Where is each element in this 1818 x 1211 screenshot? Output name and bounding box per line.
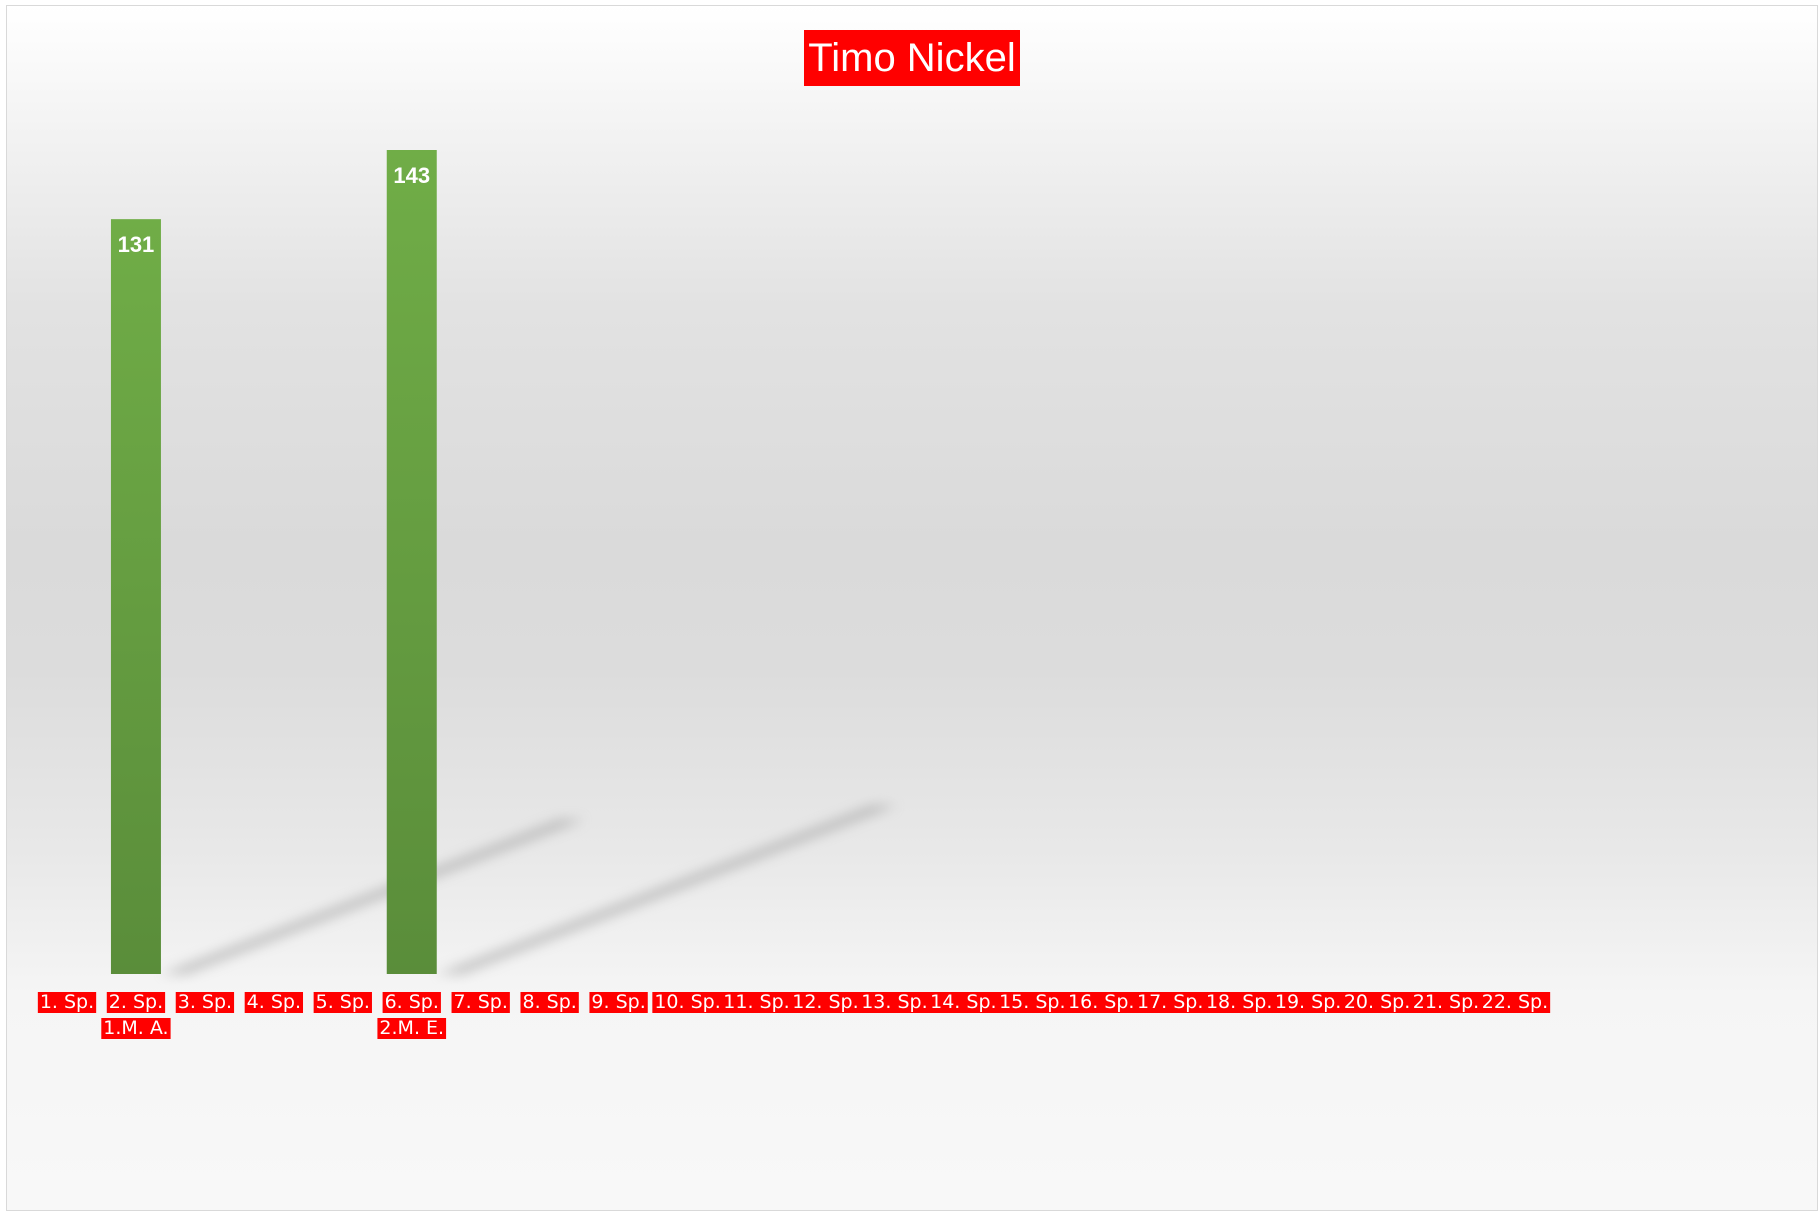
x-axis-ticks: 1. Sp. 2. Sp. 1.M. A. 3. Sp. 4. Sp. 5. Sp. 6. …	[37, 991, 1551, 1039]
bars-group: 131 143	[110, 150, 437, 974]
svg-text:8. Sp.: 8. Sp.	[522, 991, 576, 1013]
x-tick-label: 5. Sp.	[313, 991, 372, 1013]
svg-text:11. Sp.: 11. Sp.	[723, 991, 789, 1013]
svg-text:18. Sp.: 18. Sp.	[1206, 991, 1272, 1013]
svg-text:20. Sp.: 20. Sp.	[1344, 991, 1410, 1013]
svg-text:15. Sp.: 15. Sp.	[999, 991, 1065, 1013]
svg-text:3. Sp.: 3. Sp.	[178, 991, 232, 1013]
svg-text:2. Sp.: 2. Sp.	[109, 991, 163, 1013]
x-tick-label: 4. Sp.	[244, 991, 304, 1013]
x-tick-label: 13. Sp.	[859, 991, 930, 1013]
svg-text:12. Sp.: 12. Sp.	[792, 991, 858, 1013]
svg-text:7. Sp.: 7. Sp.	[454, 991, 508, 1013]
x-tick-label: 18. Sp.	[1203, 991, 1275, 1013]
svg-text:16. Sp.: 16. Sp.	[1068, 991, 1134, 1013]
svg-text:4. Sp.: 4. Sp.	[247, 991, 301, 1013]
svg-text:9. Sp.: 9. Sp.	[591, 991, 645, 1013]
bar-value-label: 143	[393, 163, 430, 188]
svg-text:19. Sp.: 19. Sp.	[1275, 991, 1341, 1013]
bar-value-label: 131	[118, 232, 155, 257]
x-tick-label: 20. Sp.	[1341, 991, 1413, 1013]
x-tick-label: 2. Sp.	[106, 991, 166, 1013]
x-tick-label: 12. Sp.	[790, 991, 861, 1013]
chart-title: Timo Nickel	[804, 30, 1020, 86]
svg-text:2.M. E.: 2.M. E.	[379, 1017, 444, 1039]
svg-text:14. Sp.: 14. Sp.	[930, 991, 996, 1013]
x-tick-label: 11. Sp.	[721, 991, 792, 1013]
bar-chart-plot: 131 143 1. Sp. 2. Sp. 1.M. A. 3. Sp. 4. Sp. 5.…	[37, 150, 1551, 1039]
x-tick-label: 15. Sp.	[997, 991, 1068, 1013]
x-tick-label: 8. Sp.	[520, 991, 579, 1013]
svg-text:5. Sp.: 5. Sp.	[316, 991, 370, 1013]
bar	[386, 150, 437, 974]
svg-text:17. Sp.: 17. Sp.	[1137, 991, 1203, 1013]
x-tick-label: 10. Sp.	[652, 991, 723, 1013]
bar-shadows	[160, 805, 897, 974]
svg-text:21. Sp.: 21. Sp.	[1413, 991, 1479, 1013]
bar-shadow	[160, 819, 585, 974]
chart-frame: Timo Nickel 131 143 1. Sp. 2. Sp. 1.M. A. 3.…	[6, 5, 1818, 1211]
x-tick-label: 6. Sp.	[382, 991, 441, 1013]
x-tick-label: 19. Sp.	[1272, 991, 1344, 1013]
x-tick-label: 9. Sp.	[589, 991, 648, 1013]
svg-text:13. Sp.: 13. Sp.	[861, 991, 927, 1013]
svg-text:1. Sp.: 1. Sp.	[40, 991, 94, 1013]
x-tick-label: 16. Sp.	[1066, 991, 1137, 1013]
bar	[110, 219, 161, 974]
svg-text:1.M. A.: 1.M. A.	[103, 1017, 168, 1039]
bar-shadow	[436, 805, 897, 974]
x-tick-label: 21. Sp.	[1410, 991, 1482, 1013]
x-tick-label: 1. Sp.	[37, 991, 97, 1013]
x-tick-label: 3. Sp.	[175, 991, 235, 1013]
svg-text:6. Sp.: 6. Sp.	[385, 991, 439, 1013]
x-tick-sublabel: 2.M. E.	[377, 1017, 447, 1039]
svg-text:10. Sp.: 10. Sp.	[654, 991, 720, 1013]
x-tick-label: 7. Sp.	[451, 991, 510, 1013]
x-tick-label: 17. Sp.	[1134, 991, 1206, 1013]
chart-title-wrapper: Timo Nickel	[7, 30, 1817, 86]
svg-text:22. Sp.: 22. Sp.	[1482, 991, 1548, 1013]
x-tick-sublabel: 1.M. A.	[101, 1017, 171, 1039]
x-tick-label: 22. Sp.	[1479, 991, 1551, 1013]
x-tick-label: 14. Sp.	[928, 991, 999, 1013]
